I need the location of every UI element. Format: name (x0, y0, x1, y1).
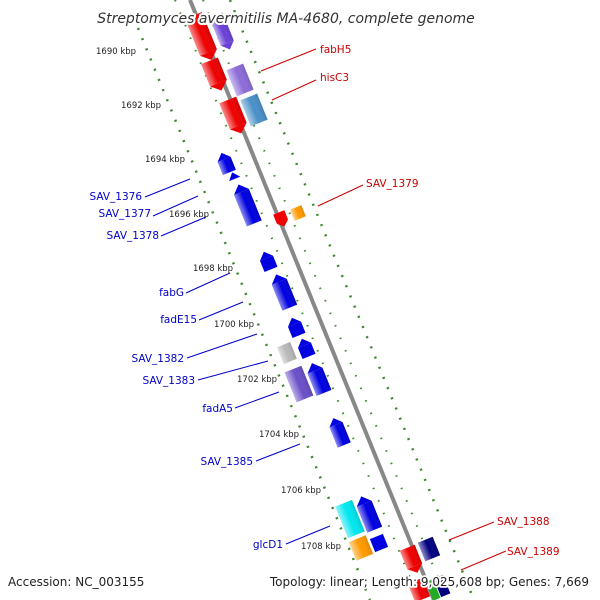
gene-label-hisC3[interactable]: hisC3 (320, 72, 349, 84)
gene-fabH5-upstream[interactable] (185, 12, 220, 63)
forward-strand-outer-track (228, 0, 476, 600)
reverse-gene-labels: SAV_1376 SAV_1377 SAV_1378 fabG fadE15 S… (89, 191, 283, 551)
kbp-tick-label: 1696 kbp (169, 210, 209, 220)
gene-fabH5[interactable] (201, 57, 230, 93)
gene-label-fadA5[interactable]: fadA5 (202, 403, 233, 415)
gene-SAV_1382-blue[interactable] (295, 336, 316, 360)
gene-glcD1-cyan[interactable] (335, 499, 365, 539)
kbp-tick-label: 1692 kbp (121, 101, 161, 111)
gene-SAV_1388[interactable] (399, 544, 425, 576)
gene-label-SAV_1383[interactable]: SAV_1383 (142, 375, 195, 387)
gene-label-glcD1[interactable]: glcD1 (253, 539, 283, 551)
genome-backbone (188, 0, 436, 600)
forward-leader-lines (260, 48, 507, 571)
kbp-tick-label: 1704 kbp (259, 430, 299, 440)
gene-SAV_1385[interactable] (327, 415, 351, 448)
gene-SAV_1383[interactable] (284, 365, 314, 403)
gene-SAV_1377[interactable] (227, 170, 241, 182)
kbp-tick-label: 1698 kbp (193, 264, 233, 274)
gene-SAV_1382[interactable] (277, 342, 297, 364)
gene-SAV_1376[interactable] (215, 150, 236, 175)
map-title: Streptomyces avermitilis MA-4680, comple… (97, 11, 475, 27)
gene-hisC3-steel[interactable] (240, 93, 268, 127)
gene-fabG-upper[interactable] (257, 249, 278, 273)
gene-SAV_1389-navy[interactable] (433, 574, 451, 598)
gene-label-fabH5[interactable]: fabH5 (320, 44, 351, 56)
gene-fadA5[interactable] (305, 360, 332, 396)
kbp-tick-label: 1694 kbp (145, 155, 185, 165)
forward-gene-labels: fabH5 hisC3 SAV_1379 SAV_1388 SAV_1389 (320, 44, 560, 558)
gene-SAV_1379-red[interactable] (273, 210, 290, 228)
kbp-tick-label: 1702 kbp (237, 375, 277, 385)
genome-summary-text: Topology: linear; Length: 9,025,608 bp; … (269, 575, 589, 589)
gene-label-SAV_1382[interactable]: SAV_1382 (131, 353, 184, 365)
gene-hisC3-purple[interactable] (226, 63, 254, 97)
reverse-leader-lines (144, 178, 331, 545)
gene-glcD1-blue2[interactable] (369, 533, 389, 553)
map-title-halo: Streptomyces avermitilis MA-4680, comple… (97, 11, 475, 27)
kbp-tick-labels: 1690 kbp 1692 kbp 1694 kbp 1696 kbp 1698… (96, 47, 341, 552)
kbp-tick-label: 1690 kbp (96, 47, 136, 57)
reverse-strand-genes (215, 150, 389, 561)
kbp-tick-label: 1706 kbp (281, 486, 321, 496)
kbp-tick-label: 1708 kbp (301, 542, 341, 552)
gene-label-SAV_1378[interactable]: SAV_1378 (106, 230, 159, 242)
gene-label-SAV_1385[interactable]: SAV_1385 (200, 456, 253, 468)
accession-text: Accession: NC_003155 (8, 575, 144, 589)
gene-SAV_1389-green[interactable] (425, 579, 441, 600)
kbp-tick-label: 1700 kbp (214, 320, 254, 330)
gene-label-SAV_1379[interactable]: SAV_1379 (366, 178, 419, 190)
gene-glcD1[interactable] (354, 493, 383, 533)
gene-hisC3[interactable] (219, 96, 249, 137)
gene-label-fabG[interactable]: fabG (159, 287, 184, 299)
genome-summary-halo: Topology: linear; Length: 9,025,608 bp; … (269, 575, 589, 589)
gene-label-SAV_1389[interactable]: SAV_1389 (507, 546, 560, 558)
gene-SAV_1379[interactable] (290, 205, 306, 221)
gene-SAV_1388-navy[interactable] (417, 536, 441, 562)
gene-SAV_1389[interactable] (407, 577, 431, 600)
gene-label-fadE15[interactable]: fadE15 (160, 314, 197, 326)
gene-fabG[interactable] (269, 271, 298, 311)
gene-SAV_1378[interactable] (231, 181, 262, 227)
gene-label-SAV_1377[interactable]: SAV_1377 (98, 208, 151, 220)
gene-glcD1-orange[interactable] (348, 535, 374, 561)
gene-fadE15[interactable] (285, 315, 306, 339)
gene-label-SAV_1376[interactable]: SAV_1376 (89, 191, 142, 203)
reverse-strand-inner-track (174, 0, 420, 600)
forward-strand-genes (185, 12, 451, 600)
gene-label-SAV_1388[interactable]: SAV_1388 (497, 516, 550, 528)
reverse-strand-outer-track (136, 27, 372, 600)
gene-small-purple[interactable] (209, 12, 236, 53)
